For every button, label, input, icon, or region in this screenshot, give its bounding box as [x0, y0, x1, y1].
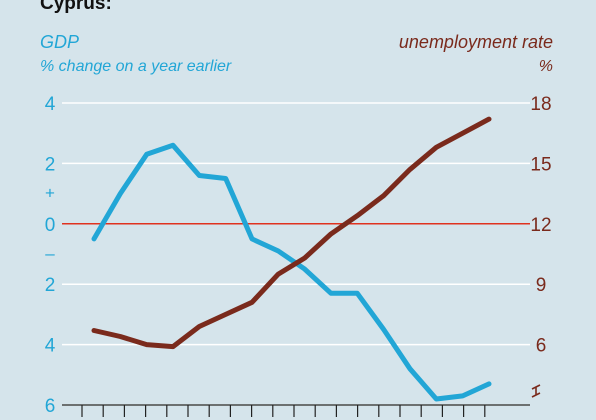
right-tick-label: 18 — [530, 94, 551, 115]
right-tick-label: 15 — [530, 154, 551, 175]
right-axis-label: unemployment rate — [398, 32, 553, 52]
unemployment-line — [91, 116, 492, 350]
left-axis-label: GDP — [40, 32, 80, 52]
left-tick-label: 4 — [45, 336, 56, 357]
left-tick-label: 2 — [45, 275, 56, 296]
gdp-line — [91, 142, 492, 402]
right-tick-label: 9 — [536, 275, 547, 296]
chart-title: Cyprus: — [40, 0, 112, 14]
left-tick-label: 4 — [45, 94, 56, 115]
left-tick-label: 2 — [45, 154, 56, 175]
right-tick-label: 12 — [530, 215, 551, 236]
left-tick-label: 6 — [45, 396, 56, 417]
axis-break-icon — [531, 384, 541, 398]
left-tick-label: – — [45, 244, 55, 263]
left-tick-label: 0 — [45, 215, 56, 236]
right-axis-sublabel: % — [538, 58, 553, 75]
left-axis-sublabel: % change on a year earlier — [40, 58, 232, 75]
left-tick-label: + — [45, 184, 55, 203]
right-tick-label: 6 — [536, 336, 547, 357]
